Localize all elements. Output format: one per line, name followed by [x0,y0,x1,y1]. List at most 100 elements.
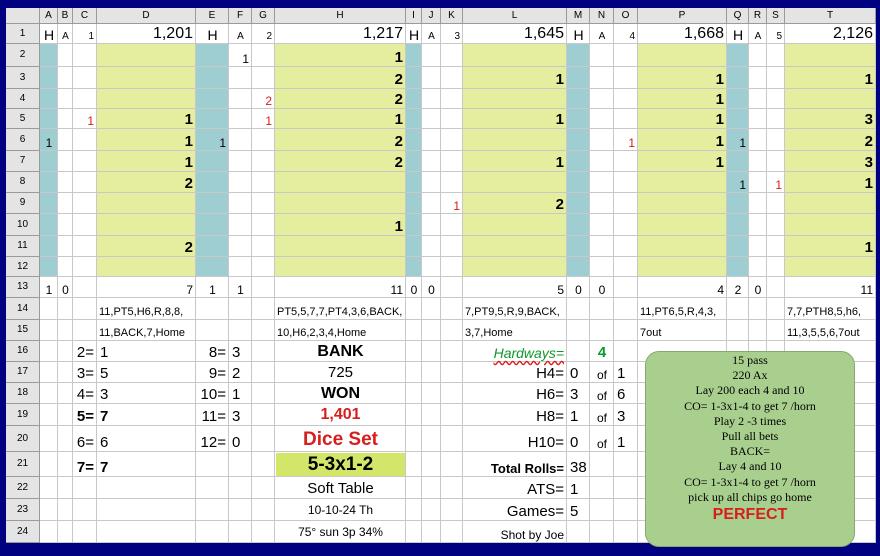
cell-g4[interactable]: 2 [265,94,272,108]
cell-q13[interactable]: 2 [734,283,742,297]
column-header-q[interactable]: Q [727,8,749,24]
cell-e1[interactable]: H [207,27,218,43]
cell-a13[interactable]: 1 [45,283,53,297]
cell-p4[interactable]: 1 [715,91,724,108]
cell-h18[interactable]: WON [320,384,361,402]
cell-s8[interactable]: 1 [775,178,782,192]
cell-k9[interactable]: 1 [453,199,460,213]
cell-h7[interactable]: 2 [394,154,403,171]
cell-o19[interactable]: 3 [617,408,626,425]
column-header-f[interactable]: F [229,8,252,24]
column-header-a[interactable]: A [40,8,58,24]
cell-t14[interactable]: 7,7,PTH8,5,h6, [787,306,861,318]
column-header-t[interactable]: T [785,8,876,24]
column-header-c[interactable]: C [73,8,97,24]
cell-h24[interactable]: 75° sun 3p 34% [298,525,383,539]
cell-o18[interactable]: 6 [617,386,626,403]
cell-d11[interactable]: 2 [184,239,193,256]
cell-t1[interactable]: 2,126 [832,25,873,42]
cell-m21[interactable]: 38 [570,459,587,476]
cell-f13[interactable]: 1 [237,283,244,297]
cell-d19[interactable]: 7 [100,408,109,425]
cell-d7[interactable]: 1 [184,154,193,171]
cell-i13[interactable]: 0 [410,283,418,297]
cell-c19[interactable]: 5= [76,408,94,425]
row-header-2[interactable]: 2 [6,44,40,67]
cell-t8[interactable]: 1 [864,175,873,192]
cell-n1[interactable]: A [598,31,606,42]
cell-d8[interactable]: 2 [184,175,193,192]
cell-r1[interactable]: A [754,31,762,42]
column-header-g[interactable]: G [252,8,275,24]
row-header-24[interactable]: 24 [6,521,40,543]
column-header-i[interactable]: I [406,8,422,24]
cell-m20[interactable]: 0 [570,434,579,451]
cell-l5[interactable]: 1 [555,111,564,128]
cell-l14[interactable]: 7,PT9,5,R,9,BACK, [465,306,560,318]
cell-s1[interactable]: 5 [776,31,782,42]
cell-i1[interactable]: H [408,27,420,43]
cell-d13[interactable]: 7 [186,283,193,297]
cell-e17[interactable]: 9= [208,365,226,382]
column-header-e[interactable]: E [196,8,229,24]
cell-l3[interactable]: 1 [555,71,564,88]
row-header-14[interactable]: 14 [6,298,40,320]
cell-f2[interactable]: 1 [242,52,249,66]
cell-c5[interactable]: 1 [87,114,94,128]
cell-a1[interactable]: H [43,27,55,43]
cell-l16[interactable]: Hardways= [493,345,564,361]
cell-d16[interactable]: 1 [100,344,109,361]
cell-l1[interactable]: 1,645 [523,25,564,42]
cell-l18[interactable]: H6= [536,386,564,403]
cell-d15[interactable]: 11,BACK,7,Home [99,327,186,339]
strategy-note-box[interactable]: 15 pass 220 Ax Lay 200 each 4 and 10 CO= 1-… [645,351,855,547]
row-header-16[interactable]: 16 [6,341,40,362]
cell-q1[interactable]: H [732,27,744,43]
row-header-15[interactable]: 15 [6,320,40,341]
cell-h10[interactable]: 1 [394,218,403,235]
cell-l17[interactable]: H4= [536,365,564,382]
cell-p13[interactable]: 4 [717,283,724,297]
cell-l24[interactable]: Shot by Joe [500,528,564,542]
row-header-6[interactable]: 6 [6,129,40,151]
cell-m13[interactable]: 0 [575,283,582,297]
cell-p14[interactable]: 11,PT6,5,R,4,3, [640,306,717,318]
cell-b13[interactable]: 0 [62,283,69,297]
column-header-n[interactable]: N [590,8,614,24]
row-header-13[interactable]: 13 [6,277,40,298]
cell-l9[interactable]: 2 [555,196,564,213]
cell-p6[interactable]: 1 [715,133,724,150]
row-header-4[interactable]: 4 [6,89,40,109]
row-header-11[interactable]: 11 [6,236,40,257]
cell-o17[interactable]: 1 [617,365,626,382]
cell-l22[interactable]: ATS= [527,481,564,498]
cell-e13[interactable]: 1 [209,283,216,297]
cell-h2[interactable]: 1 [394,49,403,66]
cell-p5[interactable]: 1 [715,111,724,128]
row-header-23[interactable]: 23 [6,499,40,521]
cell-h22[interactable]: Soft Table [307,479,374,497]
cell-p7[interactable]: 1 [715,154,724,171]
row-header-9[interactable]: 9 [6,193,40,214]
column-header-k[interactable]: K [441,8,463,24]
row-header-21[interactable]: 21 [6,452,40,477]
cell-l19[interactable]: H8= [536,408,564,425]
cell-r13[interactable]: 0 [754,283,762,297]
cell-o20[interactable]: 1 [617,434,626,451]
cell-q8[interactable]: 1 [739,178,746,192]
cell-a6[interactable]: 1 [45,136,53,150]
cell-n19[interactable]: of [596,411,607,425]
cell-d21[interactable]: 7 [100,459,109,476]
cell-m23[interactable]: 5 [570,503,579,520]
cell-l23[interactable]: Games= [506,503,564,520]
cell-t13[interactable]: 11 [860,283,873,297]
cell-l15[interactable]: 3,7,Home [465,327,513,339]
cell-m17[interactable]: 0 [570,365,579,382]
cell-h1[interactable]: 1,217 [362,25,403,42]
cell-n20[interactable]: of [596,437,607,451]
cell-c1[interactable]: 1 [88,31,94,42]
cell-l7[interactable]: 1 [555,154,564,171]
cell-o1[interactable]: 4 [629,31,635,42]
cell-c16[interactable]: 2= [76,344,94,361]
row-header-17[interactable]: 17 [6,362,40,383]
